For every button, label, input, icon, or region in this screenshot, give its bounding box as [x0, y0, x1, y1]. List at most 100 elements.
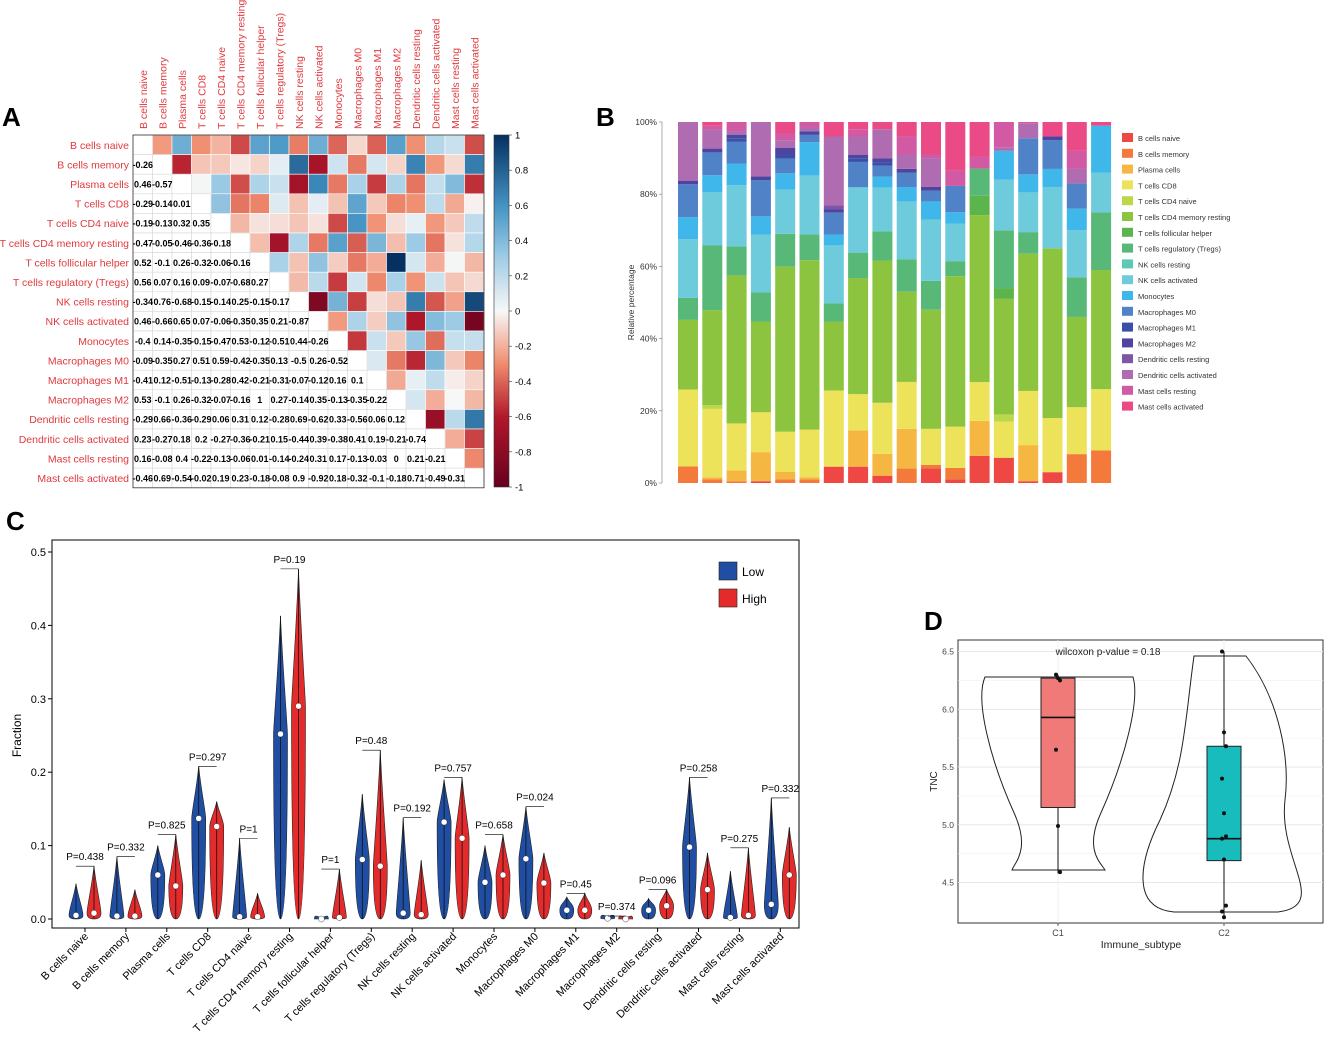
bar-segment [1066, 454, 1087, 483]
correlation-value: -0.22 [366, 395, 387, 405]
correlation-value: -0.68 [171, 297, 192, 307]
correlation-value: -0.19 [132, 219, 153, 229]
bar-segment [921, 190, 941, 202]
legend-swatch [718, 588, 738, 608]
heatmap-cell [347, 154, 368, 175]
heatmap-cell [405, 193, 426, 214]
data-point [1224, 744, 1228, 749]
legend-swatch [1122, 259, 1133, 269]
bar-segment [1018, 174, 1039, 193]
correlation-value: -0.51 [171, 376, 192, 386]
bar-segment [1018, 445, 1039, 482]
correlation-value: -0.21 [425, 454, 446, 464]
violin-median-dot [686, 843, 693, 851]
bar-segment [993, 414, 1014, 422]
bar-segment [921, 122, 941, 155]
heatmap-row-label: T cells follicular helper [25, 257, 129, 269]
correlation-value: 0.25 [231, 297, 249, 307]
correlation-value: 0.18 [329, 474, 347, 484]
heatmap-col-label: T cells CD8 [196, 75, 208, 129]
correlation-value: 0.35 [251, 317, 269, 327]
correlation-value: -0.1 [154, 395, 170, 405]
bar-segment [726, 470, 747, 482]
heatmap-cell [347, 291, 368, 312]
bar-segment [921, 464, 941, 469]
correlation-value: 0.12 [153, 376, 171, 386]
correlation-value: 0.15 [270, 434, 288, 444]
correlation-value: 0.23 [134, 434, 152, 444]
heatmap-cell [425, 173, 446, 195]
heatmap-cell [347, 252, 368, 273]
heatmap-cell [327, 154, 348, 175]
correlation-value: -0.54 [171, 474, 192, 484]
heatmap-row-label: Mast cells resting [48, 453, 129, 465]
bar-segment [702, 192, 723, 246]
bar-segment [678, 466, 698, 483]
violin-median-dot [254, 913, 261, 920]
legend-swatch [1122, 148, 1133, 158]
correlation-value: 0.53 [134, 395, 152, 405]
violin-median-dot [277, 730, 284, 738]
correlation-value: 0.66 [153, 415, 171, 425]
bar-segment [726, 163, 747, 186]
data-point [1054, 672, 1058, 677]
correlation-value: 0.46 [134, 180, 152, 190]
heatmap-row-label: T cells CD8 [75, 199, 129, 211]
heatmap-cell [366, 213, 387, 234]
correlation-value: 0.06 [212, 415, 230, 425]
heatmap-cell [347, 213, 368, 234]
heatmap-cell [464, 291, 485, 312]
bar-segment [896, 168, 917, 173]
violin-outline [1142, 655, 1302, 913]
colorbar [493, 134, 510, 488]
y-axis-title: Fraction [10, 714, 24, 757]
heatmap-cell [405, 134, 426, 155]
bar-segment [896, 259, 917, 292]
correlation-value: 0.23 [231, 474, 249, 484]
bar-segment [993, 147, 1014, 151]
legend-label: Monocytes [1138, 292, 1175, 301]
heatmap-cell [444, 154, 465, 175]
correlation-heatmap: -0.260.46 -0.57-0.29-0.14 0.01-0.19-0.13 0.… [0, 0, 531, 494]
heatmap-col-label: B cells naive [138, 70, 150, 129]
data-point [1224, 903, 1228, 908]
bar-segment [969, 156, 990, 169]
correlation-value: -0.36 [230, 434, 251, 444]
correlation-value: -0.51 [269, 336, 290, 346]
heatmap-cell [405, 350, 426, 371]
bar-segment [702, 152, 723, 176]
heatmap-cell [288, 173, 309, 195]
bar-segment [702, 129, 723, 149]
heatmap-blank-cell [210, 213, 231, 234]
colorbar-tick-label: 1 [515, 131, 520, 142]
heatmap-col-label: T cells follicular helper [255, 25, 267, 129]
heatmap-row-label: T cells regulatory (Tregs) [13, 277, 129, 289]
bar-segment [872, 176, 893, 188]
correlation-value: -0.47 [132, 238, 153, 248]
heatmap-cell [308, 232, 329, 253]
heatmap-cell [308, 291, 329, 312]
heatmap-cell [249, 154, 270, 175]
violin-median-dot [172, 882, 180, 890]
bar-segment [1042, 136, 1063, 141]
bar-segment [702, 479, 723, 483]
heatmap-cell [386, 213, 407, 234]
violin-median-dot [745, 912, 752, 919]
correlation-value: -0.13 [327, 395, 348, 405]
bar-segment [1066, 230, 1087, 278]
bar-segment [775, 189, 796, 234]
correlation-value: -0.12 [249, 336, 270, 346]
heatmap-cell [249, 232, 270, 253]
correlation-value: -0.21 [386, 434, 407, 444]
heatmap-cell [444, 409, 465, 430]
bar-segment [750, 321, 771, 413]
violin-median-dot [131, 912, 139, 920]
violin-median-dot [768, 901, 775, 908]
legend-swatch [1122, 338, 1133, 348]
correlation-value: -0.14 [210, 297, 231, 307]
bar-segment [726, 423, 747, 471]
bar-segment [969, 195, 990, 216]
correlation-value: -0.35 [230, 317, 251, 327]
heatmap-col-label: Plasma cells [177, 70, 189, 129]
heatmap-cell [347, 330, 368, 351]
